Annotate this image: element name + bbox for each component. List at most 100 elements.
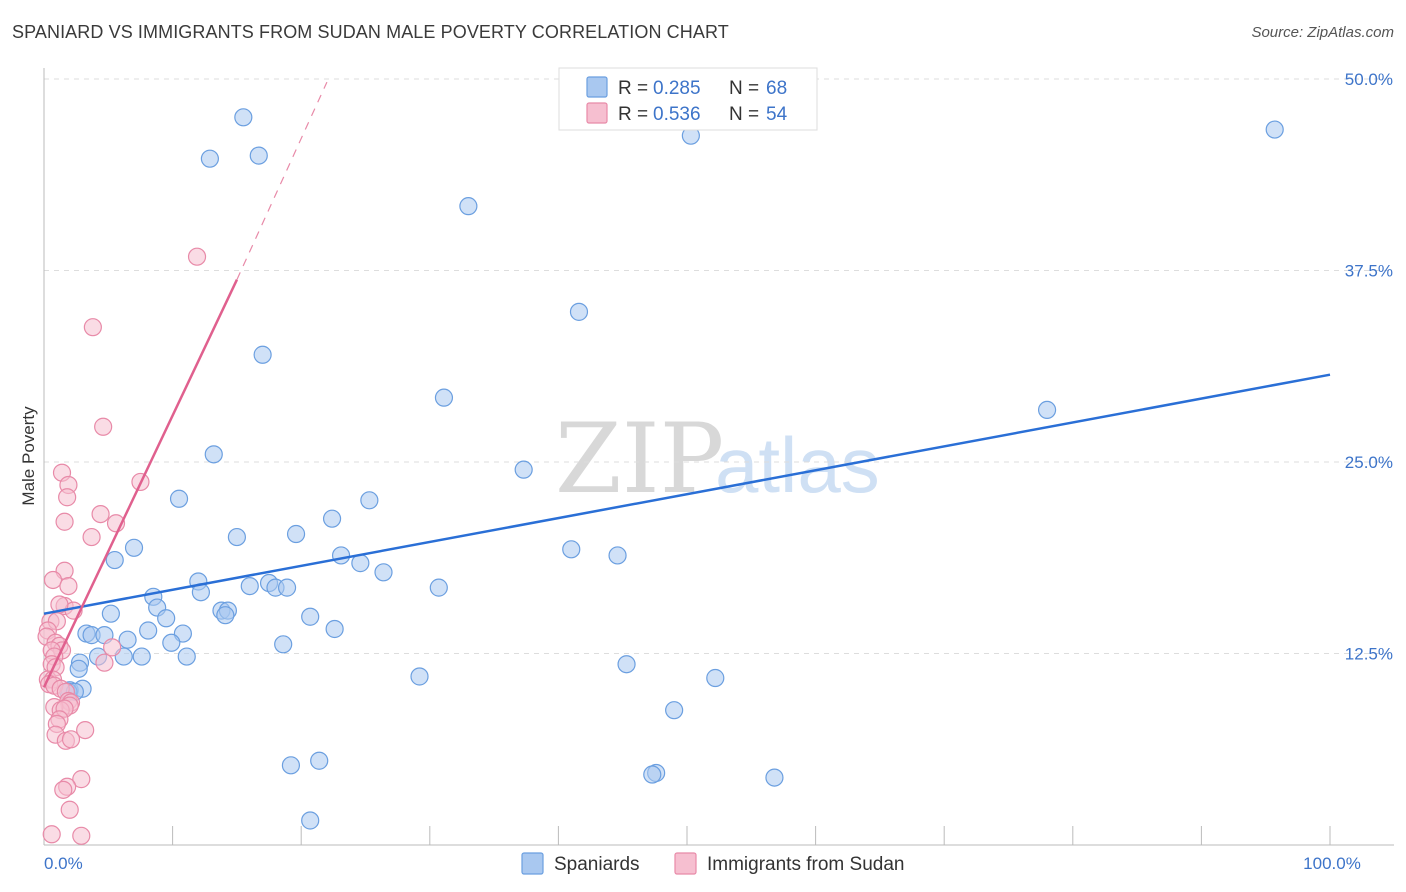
- x-tick-label-1: 100.0%: [1303, 854, 1361, 873]
- legend-r-label-spaniards: R =: [618, 78, 648, 99]
- watermark: ZIP atlas: [555, 403, 880, 515]
- x-tick-labels: 0.0% 100.0%: [44, 854, 1361, 873]
- bottom-legend-swatch-sudan: [674, 852, 697, 875]
- spaniards-point-25: [240, 576, 259, 596]
- sudan-point-6: [91, 504, 110, 524]
- legend-r-label-sudan: R =: [618, 104, 648, 125]
- bottom-legend-label-spaniards: Spaniards: [554, 854, 640, 875]
- spaniards-point-40: [325, 619, 344, 639]
- y-tick-label-1: 25.0%: [1345, 453, 1393, 472]
- y-tick-labels: 12.5% 25.0% 37.5% 50.0%: [1345, 70, 1393, 664]
- trend-line-sudan: [42, 279, 239, 688]
- sudan-point-44: [76, 720, 95, 740]
- sudan-point-0: [187, 247, 207, 266]
- legend-swatch-spaniards: [586, 76, 608, 98]
- spaniards-point-39: [139, 621, 158, 640]
- trend-line-spaniards: [43, 373, 1331, 615]
- spaniards-point-14: [322, 509, 342, 528]
- sudan-point-48: [72, 770, 91, 789]
- sudan-point-47: [61, 730, 81, 749]
- spaniards-point-63: [765, 768, 784, 787]
- sudan-point-9: [82, 527, 101, 547]
- sudan-point-29: [95, 653, 114, 672]
- spaniards-point-55: [410, 667, 429, 686]
- watermark-zip: ZIP: [555, 403, 724, 515]
- spaniards-point-18: [562, 540, 581, 559]
- legend-n-label-spaniards: N =: [729, 78, 759, 99]
- spaniards-point-8: [434, 388, 454, 407]
- spaniards-point-65: [281, 756, 301, 775]
- spaniards-point-29: [429, 578, 448, 597]
- trend-lines: [42, 81, 1331, 688]
- spaniards-point-51: [177, 647, 196, 666]
- sudan-point-13: [59, 576, 78, 596]
- sudan-points: [37, 247, 207, 845]
- spaniards-point-54: [69, 659, 88, 678]
- spaniards-point-64: [310, 751, 329, 770]
- spaniards-point-6: [569, 302, 589, 321]
- spaniards-point-10: [204, 445, 223, 464]
- sudan-point-51: [60, 800, 79, 819]
- spaniards-point-9: [1037, 400, 1057, 420]
- y-tick-label-3: 50.0%: [1345, 70, 1393, 89]
- spaniards-point-56: [706, 668, 725, 688]
- y-axis-title: Male Poverty: [19, 406, 38, 506]
- legend-n-label-sudan: N =: [729, 104, 759, 125]
- spaniards-point-47: [274, 635, 293, 654]
- sudan-point-1: [83, 318, 102, 337]
- bottom-legend-label-sudan: Immigrants from Sudan: [707, 854, 904, 875]
- spaniards-point-62: [643, 765, 662, 784]
- legend-r-value-spaniards: 0.285: [653, 78, 701, 99]
- spaniards-point-20: [105, 550, 124, 570]
- spaniards-point-0: [234, 108, 253, 127]
- legend-n-value-spaniards: 68: [766, 78, 787, 99]
- spaniards-point-28: [277, 578, 297, 597]
- spaniards-point-2: [200, 149, 219, 168]
- axes: [43, 68, 1394, 846]
- sudan-point-12: [43, 570, 63, 590]
- x-tick-label-0: 0.0%: [44, 854, 83, 873]
- spaniards-point-66: [301, 811, 320, 830]
- legend-swatch-sudan: [586, 102, 608, 124]
- spaniards-point-50: [132, 647, 151, 666]
- trend-line-sudan-extension: [236, 81, 328, 280]
- watermark-atlas: atlas: [715, 421, 880, 509]
- legend-n-value-sudan: 54: [766, 104, 788, 125]
- sudan-point-53: [42, 825, 61, 844]
- spaniards-point-45: [118, 630, 137, 649]
- chart-title: SPANIARD VS IMMIGRANTS FROM SUDAN MALE P…: [12, 22, 729, 42]
- spaniards-point-5: [1265, 120, 1284, 139]
- spaniards-point-13: [360, 491, 379, 510]
- sudan-point-5: [58, 488, 77, 507]
- x-ticks: [43, 826, 1331, 845]
- spaniards-point-23: [374, 563, 393, 582]
- sudan-point-7: [55, 512, 74, 531]
- spaniards-point-53: [617, 655, 636, 674]
- bottom-legend: Spaniards Immigrants from Sudan: [521, 852, 904, 875]
- spaniards-point-19: [608, 546, 627, 565]
- spaniards-point-35: [216, 606, 235, 625]
- legend-r-value-sudan: 0.536: [653, 104, 701, 125]
- sudan-point-52: [72, 826, 91, 845]
- spaniards-point-16: [286, 524, 306, 544]
- top-legend: R = 0.285 N = 68 R = 0.536 N = 54: [558, 67, 818, 131]
- spaniards-point-38: [301, 607, 320, 626]
- spaniards-point-3: [459, 197, 478, 216]
- spaniards-point-21: [331, 546, 351, 565]
- sudan-point-26: [103, 638, 122, 657]
- spaniards-point-1: [249, 146, 268, 165]
- spaniards-point-60: [665, 701, 684, 720]
- y-tick-label-2: 37.5%: [1345, 262, 1393, 281]
- spaniards-point-17: [124, 538, 144, 557]
- spaniards-point-46: [162, 633, 181, 652]
- spaniards-point-7: [253, 345, 272, 364]
- spaniards-point-12: [169, 489, 189, 508]
- spaniards-point-11: [514, 460, 533, 479]
- spaniards-point-36: [101, 604, 120, 623]
- spaniards-point-15: [227, 527, 246, 547]
- y-tick-label-0: 12.5%: [1345, 645, 1393, 664]
- chart-source: Source: ZipAtlas.com: [1251, 24, 1394, 41]
- bottom-legend-swatch-spaniards: [521, 852, 544, 875]
- gridlines: [44, 78, 1394, 654]
